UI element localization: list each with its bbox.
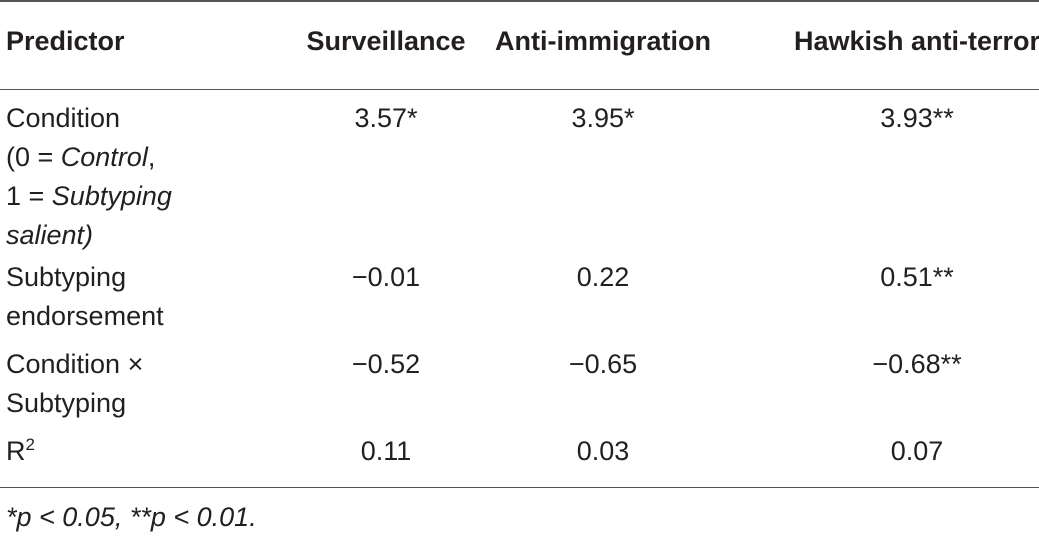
- row-condition-anti-immigration: 3.95*: [571, 103, 635, 133]
- row-r2-surveillance: 0.11: [360, 436, 412, 466]
- predictor-line: Subtyping: [6, 388, 127, 418]
- row-r2-hawkish: 0.07: [890, 436, 944, 466]
- table-top-rule: [0, 0, 1039, 2]
- header-anti-immigration: Anti-immigration: [495, 26, 711, 56]
- predictor-line: Condition ×: [6, 349, 144, 379]
- row-subtyping-anti-immigration: 0.22: [576, 262, 630, 292]
- predictor-line: endorsement: [6, 301, 164, 331]
- predictor-line: (0 = Control,: [6, 142, 156, 172]
- header-hawkish-anti-terror: Hawkish anti-terror: [793, 26, 1039, 56]
- predictor-line: salient): [6, 220, 94, 250]
- row-r2-predictor: R2: [6, 435, 35, 466]
- row-subtyping-predictor: Subtyping endorsement: [6, 258, 164, 336]
- table-footnote: *p < 0.05, **p < 0.01.: [6, 502, 257, 532]
- row-interaction-predictor: Condition × Subtyping: [6, 345, 143, 423]
- row-r2-anti-immigration: 0.03: [576, 436, 630, 466]
- header-surveillance: Surveillance: [306, 26, 466, 56]
- predictor-line: Condition: [6, 103, 121, 133]
- table-bottom-rule: [0, 487, 1039, 488]
- row-subtyping-surveillance: −0.01: [351, 262, 421, 292]
- row-interaction-surveillance: −0.52: [351, 349, 421, 379]
- row-condition-predictor: Condition (0 = Control, 1 = Subtyping sa…: [6, 99, 172, 255]
- header-rule: [0, 89, 1039, 90]
- row-condition-surveillance: 3.57*: [354, 103, 418, 133]
- header-predictor: Predictor: [6, 26, 125, 56]
- row-interaction-hawkish: −0.68**: [872, 349, 962, 379]
- predictor-line: Subtyping: [6, 262, 127, 292]
- predictor-line: 1 = Subtyping: [6, 181, 172, 211]
- row-subtyping-hawkish: 0.51**: [880, 262, 954, 292]
- row-interaction-anti-immigration: −0.65: [568, 349, 638, 379]
- row-condition-hawkish: 3.93**: [880, 103, 954, 133]
